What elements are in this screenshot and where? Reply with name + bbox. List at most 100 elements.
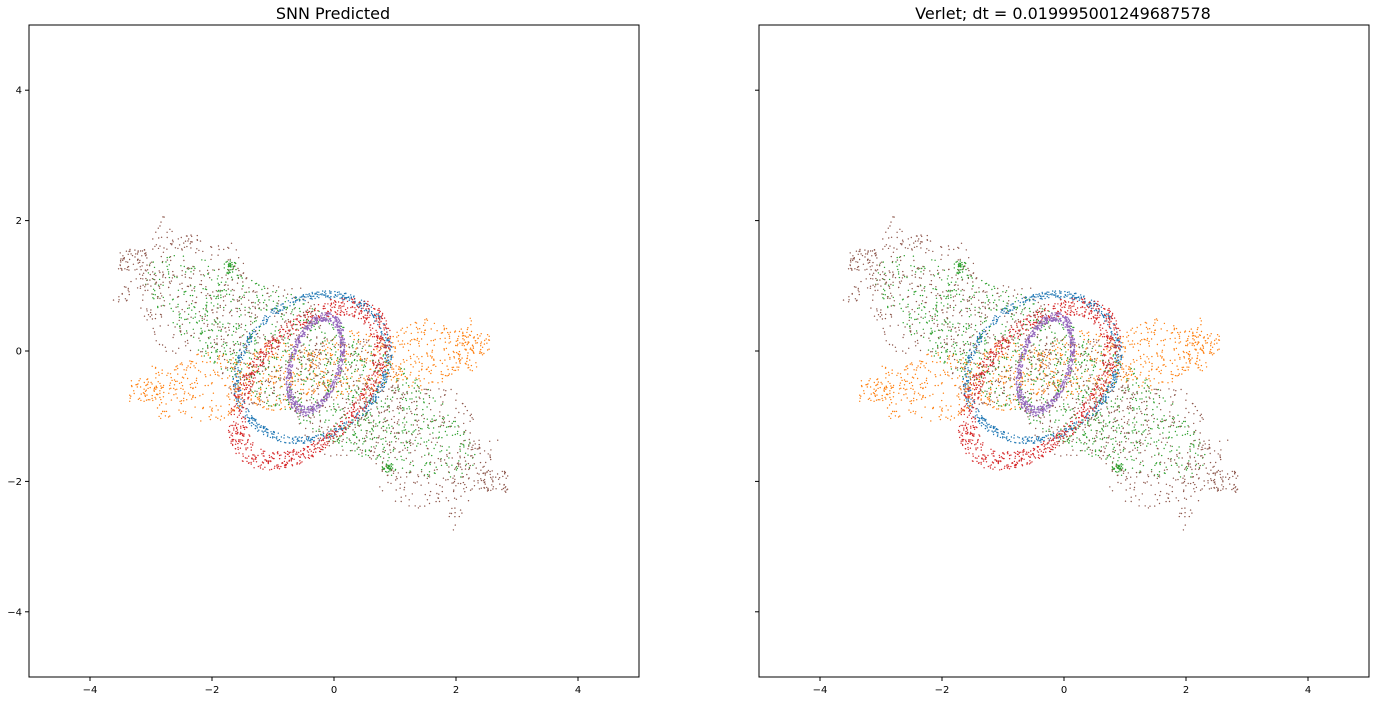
data-point <box>369 414 372 416</box>
data-point <box>240 323 243 325</box>
data-point <box>284 370 286 373</box>
data-point <box>138 397 141 399</box>
data-point <box>318 362 320 364</box>
data-point <box>133 390 135 392</box>
data-point <box>342 336 344 339</box>
data-point <box>351 376 353 378</box>
data-point <box>160 398 162 401</box>
data-point <box>362 388 364 390</box>
data-point <box>334 315 337 318</box>
data-point <box>175 393 177 395</box>
data-point <box>474 443 476 445</box>
data-point <box>189 360 191 362</box>
data-point <box>285 384 287 386</box>
data-point <box>401 340 404 342</box>
data-point <box>405 382 407 384</box>
data-point <box>394 347 396 349</box>
data-point <box>380 363 382 365</box>
data-point <box>328 316 330 318</box>
data-point <box>280 436 283 438</box>
data-point <box>258 284 260 286</box>
data-point <box>469 347 472 349</box>
data-point <box>221 290 224 292</box>
data-point <box>171 277 174 279</box>
data-point <box>162 284 164 286</box>
data-point <box>222 296 225 298</box>
data-point <box>431 351 433 353</box>
data-point <box>230 359 232 361</box>
data-point <box>216 355 219 357</box>
data-point <box>403 332 405 334</box>
data-point <box>264 345 267 347</box>
data-point <box>386 334 389 336</box>
data-point <box>160 292 162 294</box>
data-point <box>274 334 276 336</box>
data-point <box>304 440 306 442</box>
data-point <box>314 319 317 322</box>
data-point <box>308 436 310 438</box>
data-point <box>291 402 293 404</box>
data-point <box>235 323 237 325</box>
data-point <box>415 322 418 324</box>
data-point <box>268 373 270 376</box>
data-point <box>299 398 302 400</box>
data-point <box>451 464 453 466</box>
data-point <box>169 373 172 375</box>
data-point <box>294 436 296 438</box>
data-point <box>380 317 382 319</box>
data-point <box>279 331 281 333</box>
data-point <box>448 342 450 344</box>
data-point <box>303 380 305 382</box>
data-point <box>363 364 366 366</box>
data-point <box>400 329 402 331</box>
data-point <box>448 335 451 337</box>
data-point <box>288 397 290 399</box>
data-point <box>173 387 175 390</box>
data-point <box>144 394 146 396</box>
data-point <box>346 307 349 309</box>
data-point <box>295 442 297 445</box>
data-point <box>291 465 294 467</box>
data-point <box>271 377 273 380</box>
data-point <box>302 441 305 444</box>
data-point <box>223 263 226 265</box>
data-point <box>426 368 428 370</box>
data-point <box>370 312 373 315</box>
data-point <box>415 436 417 439</box>
data-point <box>361 311 363 313</box>
data-point <box>272 300 275 302</box>
data-point <box>440 332 443 334</box>
data-point <box>455 362 457 364</box>
data-point <box>353 301 355 303</box>
data-point <box>447 471 450 473</box>
data-point <box>393 415 395 418</box>
data-point <box>235 363 237 366</box>
data-point <box>149 386 151 389</box>
data-point <box>434 400 436 402</box>
data-point <box>262 319 264 322</box>
data-point <box>324 389 326 392</box>
data-point <box>343 422 345 424</box>
data-point <box>485 461 487 464</box>
data-point <box>237 381 239 384</box>
data-point <box>265 387 268 390</box>
data-point <box>396 407 398 409</box>
data-point <box>324 312 326 314</box>
data-point <box>140 307 142 309</box>
data-point <box>418 386 420 388</box>
data-point <box>441 437 443 439</box>
data-point <box>239 375 241 378</box>
data-point <box>166 374 168 377</box>
data-point <box>320 444 322 446</box>
data-point <box>239 408 241 411</box>
data-point <box>331 306 333 309</box>
data-point <box>331 339 334 341</box>
data-point <box>364 365 367 368</box>
data-point <box>474 453 476 456</box>
data-point <box>441 362 444 365</box>
data-point <box>230 276 233 278</box>
data-point <box>431 356 433 358</box>
data-point <box>390 418 393 420</box>
data-point <box>207 273 209 275</box>
data-point <box>221 377 223 380</box>
